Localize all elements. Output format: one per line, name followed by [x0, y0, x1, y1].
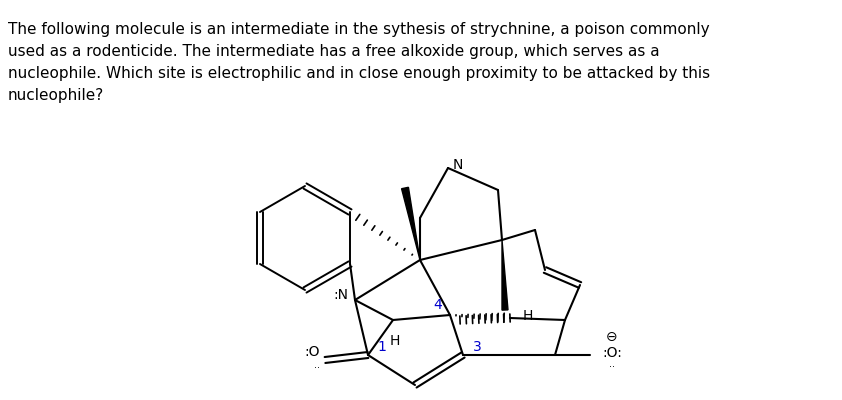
Text: nucleophile?: nucleophile?	[8, 88, 104, 103]
Text: ⊖: ⊖	[606, 330, 618, 344]
Text: :N: :N	[333, 288, 348, 302]
Polygon shape	[402, 187, 420, 260]
Text: H: H	[390, 334, 400, 348]
Text: ··: ··	[314, 363, 320, 373]
Text: nucleophile. Which site is electrophilic and in close enough proximity to be att: nucleophile. Which site is electrophilic…	[8, 66, 710, 81]
Text: ··: ··	[609, 362, 615, 372]
Text: :O: :O	[305, 345, 320, 359]
Text: :O:: :O:	[602, 346, 622, 360]
Text: N: N	[453, 158, 463, 172]
Text: 3: 3	[472, 340, 482, 354]
Text: 2: 2	[411, 399, 419, 400]
Polygon shape	[502, 240, 508, 310]
Text: The following molecule is an intermediate in the sythesis of strychnine, a poiso: The following molecule is an intermediat…	[8, 22, 710, 37]
Text: used as a rodenticide. The intermediate has a free alkoxide group, which serves : used as a rodenticide. The intermediate …	[8, 44, 659, 59]
Text: 1: 1	[377, 340, 386, 354]
Text: 4: 4	[434, 298, 442, 312]
Text: H: H	[523, 309, 533, 323]
